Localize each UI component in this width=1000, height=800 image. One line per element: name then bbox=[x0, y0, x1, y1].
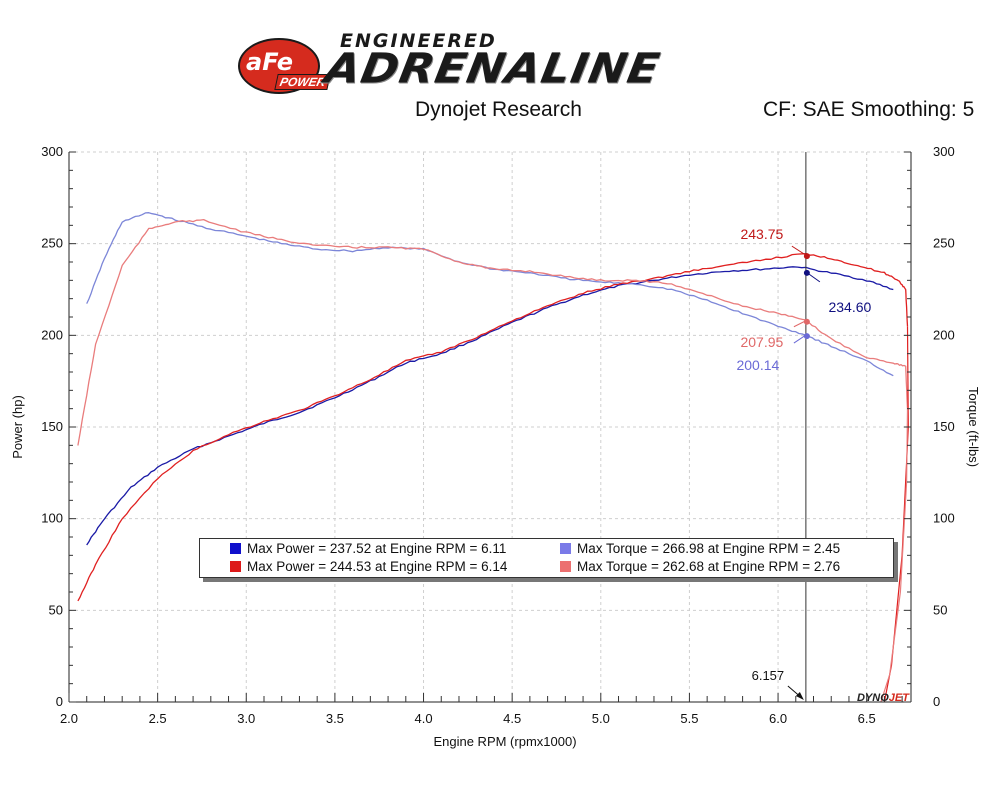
y-tick-label-left: 150 bbox=[41, 419, 63, 434]
legend-item-3: Max Power = 244.53 at Engine RPM = 6.14 bbox=[230, 559, 507, 574]
series-line-4 bbox=[77, 218, 909, 446]
afe-badge-icon: aFe POWER bbox=[238, 32, 332, 94]
dynojet-part1: DYNO bbox=[857, 692, 889, 704]
cursor-value-label: 6.157 bbox=[752, 668, 785, 683]
y-tick-label-left: 100 bbox=[41, 511, 63, 526]
y-tick-label-right: 300 bbox=[933, 144, 955, 159]
y-tick-label-right: 100 bbox=[933, 511, 955, 526]
legend: Max Power = 237.52 at Engine RPM = 6.11 … bbox=[199, 538, 894, 578]
value-annotation-1: 243.75 bbox=[740, 226, 783, 242]
x-tick-label: 4.0 bbox=[414, 711, 432, 726]
legend-text-3: Max Power = 244.53 at Engine RPM = 6.14 bbox=[247, 559, 508, 574]
axis-layer: 0 50 100 150 200 250 300 0 50 100 150 200 250 300 2.0 2… bbox=[10, 144, 981, 749]
chart-settings: CF: SAE Smoothing: 5 bbox=[763, 98, 975, 121]
cursor-arrowhead bbox=[795, 692, 804, 700]
legend-swatch-4 bbox=[560, 561, 571, 572]
legend-text-1: Max Power = 237.52 at Engine RPM = 6.11 bbox=[247, 541, 507, 556]
logo-top-text: ENGINEERED bbox=[340, 30, 497, 52]
x-tick-label: 6.0 bbox=[769, 711, 787, 726]
value-annotation-3: 207.95 bbox=[740, 334, 783, 350]
x-tick-label: 6.5 bbox=[858, 711, 876, 726]
legend-swatch-2 bbox=[560, 543, 571, 554]
annotation-marker-2 bbox=[803, 269, 810, 276]
annotation-arrow-1 bbox=[791, 245, 807, 256]
x-tick-label: 5.0 bbox=[592, 711, 610, 726]
legend-text-2: Max Torque = 266.98 at Engine RPM = 2.45 bbox=[577, 541, 841, 556]
dynojet-watermark: DYNOJET bbox=[857, 692, 909, 704]
legend-swatch-3 bbox=[230, 561, 241, 572]
annotation-arrow-4 bbox=[793, 334, 807, 344]
y-tick-label-right: 250 bbox=[933, 236, 955, 251]
y-tick-label-right: 50 bbox=[933, 602, 947, 617]
series-layer bbox=[77, 212, 909, 703]
value-annotation-2: 234.60 bbox=[828, 299, 871, 315]
y-tick-label-right: 150 bbox=[933, 419, 955, 434]
grid-layer bbox=[69, 151, 911, 702]
y-tick-label-left: 50 bbox=[49, 602, 63, 617]
annotation-marker-1 bbox=[803, 253, 810, 260]
value-annotation-4: 200.14 bbox=[736, 357, 779, 373]
y-tick-label-left: 0 bbox=[56, 694, 63, 709]
x-tick-label: 3.5 bbox=[326, 711, 344, 726]
legend-text-4: Max Torque = 262.68 at Engine RPM = 2.76 bbox=[577, 559, 841, 574]
y-tick-label-left: 200 bbox=[41, 327, 63, 342]
x-tick-label: 4.5 bbox=[503, 711, 521, 726]
afe-logo: aFe POWER ENGINEERED ADRENALINE bbox=[238, 28, 758, 98]
x-tick-label: 2.0 bbox=[60, 711, 78, 726]
logo-badge-text: aFe bbox=[246, 48, 294, 76]
legend-item-1: Max Power = 237.52 at Engine RPM = 6.11 bbox=[230, 541, 506, 556]
dropoff-line-2 bbox=[880, 408, 909, 703]
series-line-3 bbox=[77, 252, 909, 602]
y-tick-label-right: 200 bbox=[933, 327, 955, 342]
chart-source: Dynojet Research bbox=[415, 98, 582, 121]
legend-swatch-1 bbox=[230, 543, 241, 554]
x-tick-label: 2.5 bbox=[149, 711, 167, 726]
x-tick-label: 5.5 bbox=[680, 711, 698, 726]
legend-item-2: Max Torque = 266.98 at Engine RPM = 2.45 bbox=[560, 541, 840, 556]
legend-item-4: Max Torque = 262.68 at Engine RPM = 2.76 bbox=[560, 559, 840, 574]
annotation-marker-3 bbox=[803, 318, 810, 325]
annotation-marker-4 bbox=[803, 333, 810, 340]
dynojet-part2: JET bbox=[888, 692, 909, 704]
annotation-layer: 6.157 243.75 234.60 207.95 200.14 bbox=[736, 152, 872, 702]
y-axis-title: Power (hp) bbox=[10, 395, 25, 459]
y2-axis-title: Torque (ft-lbs) bbox=[966, 387, 981, 467]
y-tick-label-left: 250 bbox=[41, 236, 63, 251]
x-tick-label: 3.0 bbox=[237, 711, 255, 726]
series-line-1 bbox=[86, 266, 894, 546]
y-tick-label-right: 0 bbox=[933, 694, 940, 709]
y-tick-label-left: 300 bbox=[41, 144, 63, 159]
x-axis-title: Engine RPM (rpmx1000) bbox=[433, 734, 576, 749]
